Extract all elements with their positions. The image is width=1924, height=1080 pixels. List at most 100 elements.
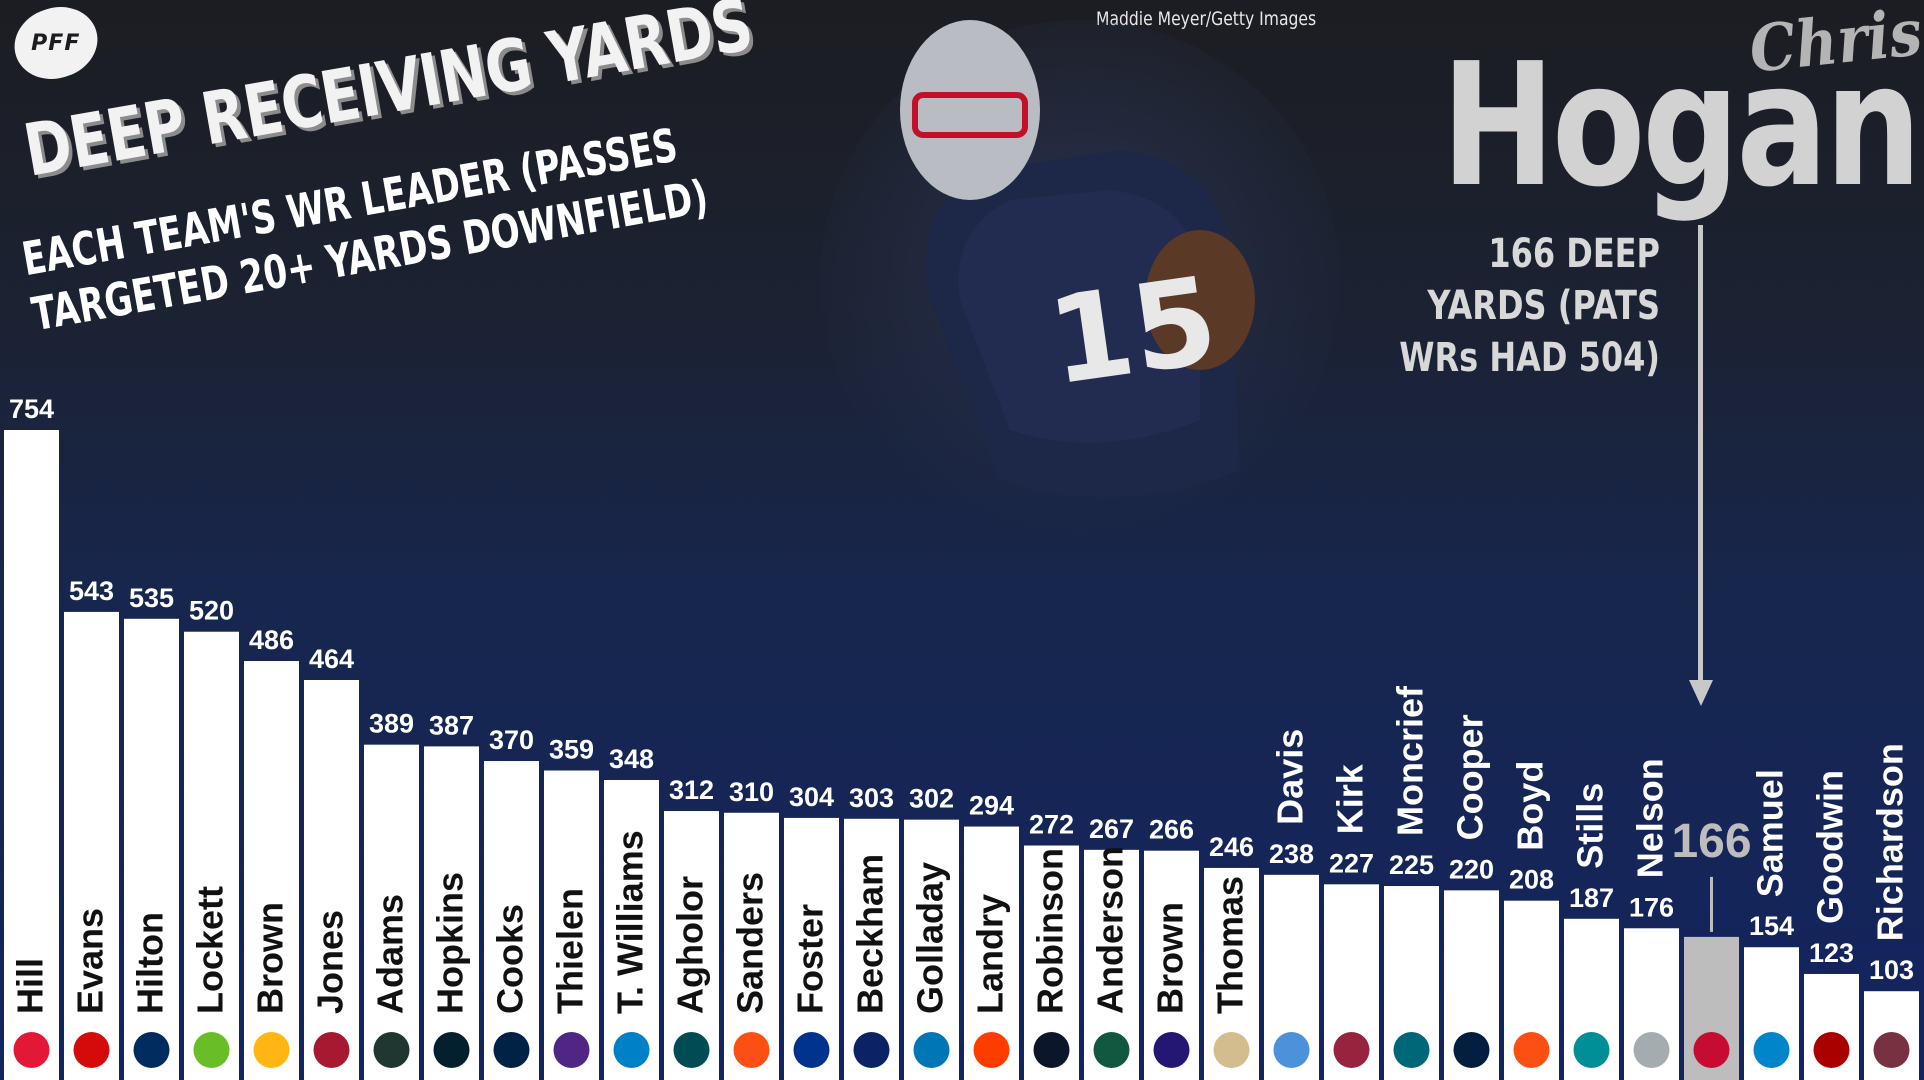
team-logo-13	[793, 1032, 830, 1068]
player-name-11: Agholor	[670, 876, 711, 1014]
value-label-9: 359	[549, 735, 594, 765]
team-logo-21	[1273, 1032, 1310, 1068]
value-label-21: 238	[1269, 839, 1314, 869]
value-label-19: 266	[1149, 815, 1194, 845]
team-logo-28	[1693, 1032, 1730, 1068]
player-name-6: Adams	[370, 894, 411, 1014]
bar-7	[424, 746, 479, 1080]
player-name-4: Brown	[250, 902, 291, 1014]
highlight-note: 166 DEEP YARDS (PATS WRs HAD 504)	[1399, 228, 1660, 384]
player-name-19: Brown	[1150, 902, 1191, 1014]
team-logo-3	[193, 1032, 230, 1068]
team-logo-29	[1753, 1032, 1790, 1068]
team-logo-1	[73, 1032, 110, 1068]
pointer-arrow-head	[1689, 680, 1713, 706]
value-label-5: 464	[309, 644, 354, 674]
team-logo-4	[253, 1032, 290, 1068]
bar-10	[604, 780, 659, 1080]
player-name-8: Cooks	[490, 904, 531, 1014]
player-name-18: Anderson	[1090, 846, 1131, 1014]
team-logo-23	[1393, 1032, 1430, 1068]
value-label-24: 220	[1449, 854, 1494, 884]
player-name-9: Thielen	[550, 888, 591, 1014]
player-photo: 15	[820, 20, 1340, 540]
team-logo-14	[853, 1032, 890, 1068]
bar-0	[4, 430, 59, 1080]
team-logo-7	[433, 1032, 470, 1068]
player-name-20: Thomas	[1210, 876, 1251, 1014]
team-logo-27	[1633, 1032, 1670, 1068]
player-name-13: Foster	[790, 904, 831, 1014]
bar-4	[244, 661, 299, 1080]
bar-3	[184, 631, 239, 1080]
team-logo-24	[1453, 1032, 1490, 1068]
team-logo-25	[1513, 1032, 1550, 1068]
player-name-22: Kirk	[1330, 763, 1371, 834]
value-label-23: 225	[1389, 850, 1434, 880]
value-label-29: 154	[1749, 911, 1794, 941]
team-logo-19	[1153, 1032, 1190, 1068]
value-label-17: 272	[1029, 810, 1074, 840]
team-logo-22	[1333, 1032, 1370, 1068]
value-label-4: 486	[249, 625, 294, 655]
player-name-15: Golladay	[910, 862, 951, 1014]
note-line-2: YARDS (PATS	[1427, 283, 1660, 329]
team-logo-8	[493, 1032, 530, 1068]
player-name-3: Lockett	[190, 886, 231, 1014]
player-name-25: Boyd	[1510, 761, 1551, 851]
team-logo-11	[673, 1032, 710, 1068]
value-label-15: 302	[909, 784, 954, 814]
value-label-25: 208	[1509, 865, 1554, 895]
player-name-27: Nelson	[1630, 758, 1671, 878]
team-logo-26	[1573, 1032, 1610, 1068]
team-logo-30	[1813, 1032, 1850, 1068]
player-name-0: Hill	[10, 958, 51, 1014]
team-logo-9	[553, 1032, 590, 1068]
player-name-10: T. Williams	[610, 830, 651, 1014]
team-logo-17	[1033, 1032, 1070, 1068]
team-logo-12	[733, 1032, 770, 1068]
player-name-17: Robinson	[1030, 848, 1071, 1014]
value-label-26: 187	[1569, 883, 1614, 913]
team-logo-20	[1213, 1032, 1250, 1068]
value-label-10: 348	[609, 744, 654, 774]
player-name-12: Sanders	[730, 872, 771, 1014]
value-label-30: 123	[1809, 938, 1854, 968]
bar-2	[124, 618, 179, 1080]
team-logo-0	[13, 1032, 50, 1068]
team-logo-2	[133, 1032, 170, 1068]
player-name-30: Goodwin	[1810, 770, 1851, 924]
bar-1	[64, 611, 119, 1080]
value-label-14: 303	[849, 783, 894, 813]
value-label-6: 389	[369, 709, 414, 739]
bar-5	[304, 680, 359, 1080]
value-label-7: 387	[429, 710, 474, 740]
value-label-3: 520	[189, 596, 234, 626]
value-label-12: 310	[729, 777, 774, 807]
photo-credit: Maddie Meyer/Getty Images	[1096, 8, 1317, 30]
value-label-1: 543	[69, 576, 114, 606]
player-last-name: Hogan	[1440, 27, 1921, 225]
value-label-13: 304	[789, 782, 834, 812]
player-name-23: Moncrief	[1390, 685, 1431, 836]
player-name-14: Beckham	[850, 854, 891, 1014]
note-line-3: WRs HAD 504)	[1399, 335, 1660, 381]
player-name-21: Davis	[1270, 729, 1311, 825]
value-label-11: 312	[669, 775, 714, 805]
player-name-1: Evans	[70, 908, 111, 1014]
svg-text:15: 15	[1041, 252, 1226, 413]
team-logo-16	[973, 1032, 1010, 1068]
value-label-27: 176	[1629, 892, 1674, 922]
bar-9	[544, 770, 599, 1080]
team-logo-15	[913, 1032, 950, 1068]
value-label-20: 246	[1209, 832, 1254, 862]
team-logo-6	[373, 1032, 410, 1068]
player-name-5: Jones	[310, 910, 351, 1014]
value-label-16: 294	[969, 791, 1014, 821]
player-name-2: Hilton	[130, 912, 171, 1014]
team-logo-10	[613, 1032, 650, 1068]
note-line-1: 166 DEEP	[1488, 231, 1660, 277]
team-logo-31	[1873, 1032, 1910, 1068]
player-name-26: Stills	[1570, 783, 1611, 869]
